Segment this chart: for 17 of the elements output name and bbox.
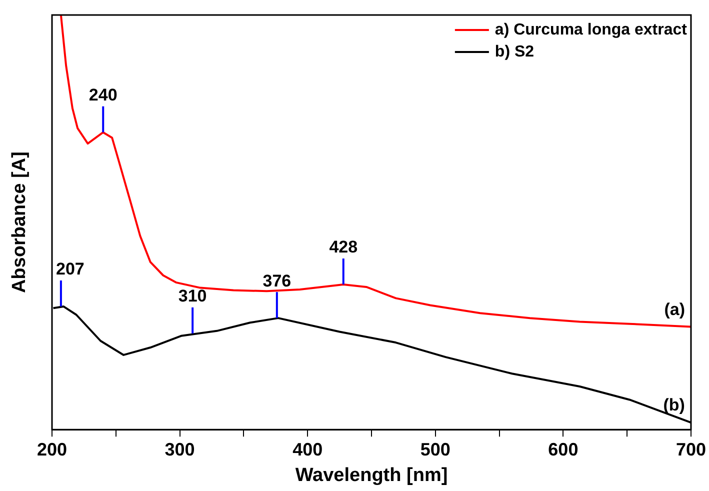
legend-label: b) S2 (494, 43, 534, 60)
y-axis-title: Absorbance [A] (9, 152, 30, 294)
x-tick-label: 600 (548, 439, 578, 460)
annotation: 310 (178, 286, 207, 306)
x-tick-label: 400 (292, 439, 323, 460)
legend-label: a) Curcuma longa extract (494, 21, 688, 38)
annotation: (a) (664, 300, 685, 319)
annotation: 240 (88, 86, 118, 105)
annotation: 428 (329, 238, 358, 257)
x-axis-title: Wavelength [nm] (295, 464, 448, 486)
x-tick-label: 200 (36, 439, 68, 460)
x-tick-label: 300 (164, 439, 195, 460)
annotation: (b) (663, 396, 685, 415)
x-tick-label: 700 (676, 439, 706, 460)
annotation: 207 (56, 260, 84, 279)
x-tick-label: 500 (420, 439, 450, 460)
annotation: 376 (262, 271, 292, 290)
